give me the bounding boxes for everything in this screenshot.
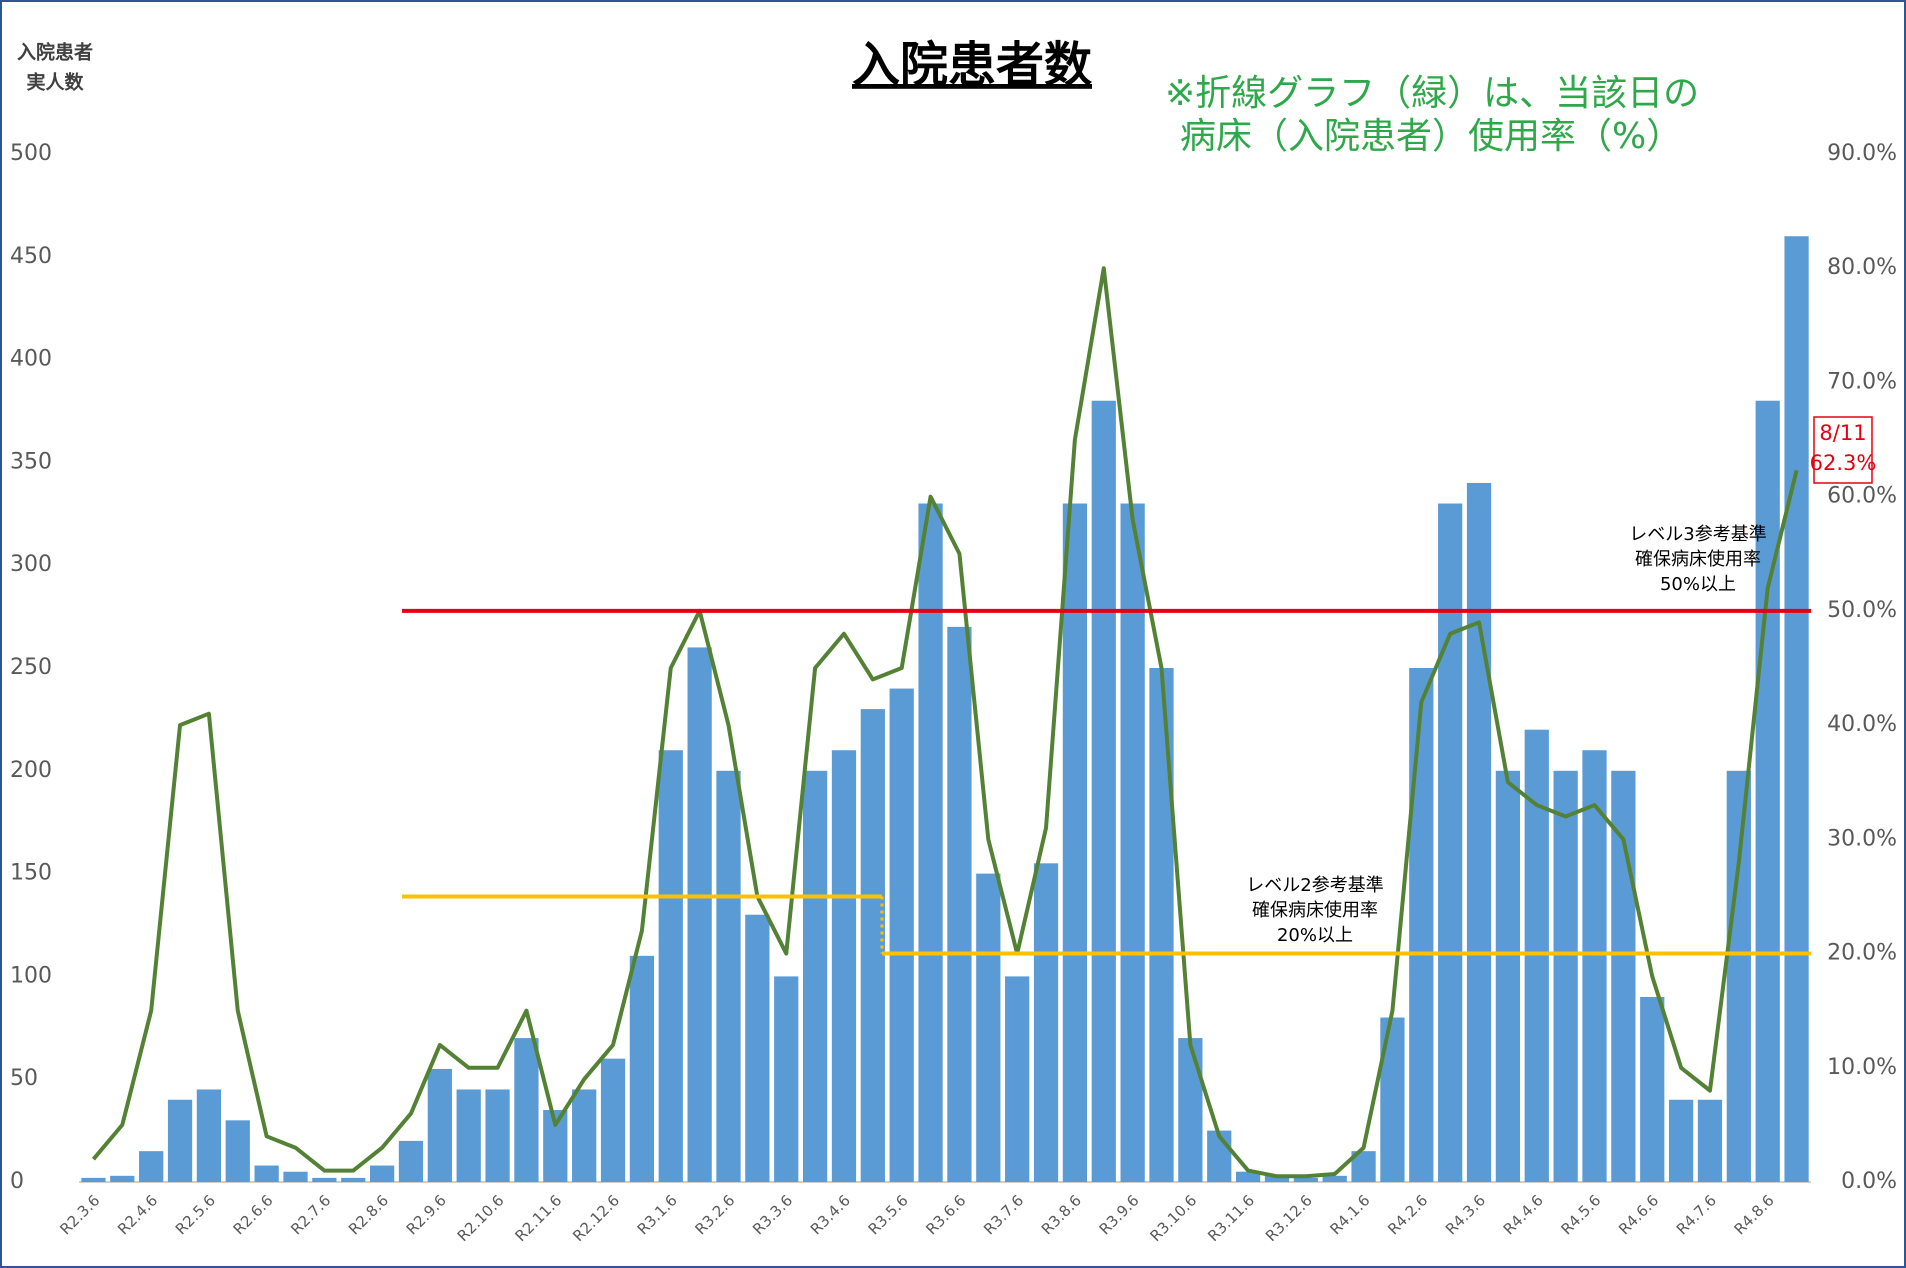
y2-tick-label: 20.0% xyxy=(1827,941,1897,966)
bar xyxy=(1293,1177,1318,1182)
note: 病床（入院患者）使用率（%） xyxy=(1180,116,1682,157)
bar xyxy=(427,1068,452,1182)
reference-label: レベル2参考基準 xyxy=(1246,875,1383,896)
bar xyxy=(167,1099,193,1182)
reference-label: 20%以上 xyxy=(1277,925,1353,946)
bar xyxy=(572,1089,597,1182)
bar xyxy=(1178,1038,1203,1182)
y2-tick-label: 60.0% xyxy=(1827,484,1897,509)
bar xyxy=(1033,863,1059,1182)
bar xyxy=(1640,996,1665,1182)
bar xyxy=(1438,503,1463,1182)
callout-box xyxy=(1813,416,1873,484)
bar xyxy=(1495,770,1521,1182)
bar xyxy=(1322,1175,1347,1182)
bar xyxy=(1466,482,1492,1183)
y-tick-label: 200 xyxy=(10,758,52,783)
bar xyxy=(139,1151,164,1182)
bar xyxy=(514,1038,539,1182)
bar xyxy=(1235,1171,1261,1182)
y-tick-label: 150 xyxy=(10,861,52,886)
y-tick-label: 0 xyxy=(10,1169,24,1194)
bar xyxy=(225,1120,250,1182)
y-tick-label: 300 xyxy=(10,552,52,577)
bar xyxy=(600,1058,626,1182)
bar xyxy=(1409,668,1434,1182)
bar xyxy=(774,976,799,1182)
bar xyxy=(658,750,683,1182)
bar xyxy=(1005,976,1030,1182)
bar xyxy=(976,873,1001,1182)
bar xyxy=(1726,770,1751,1182)
bar xyxy=(485,1089,510,1182)
y2-tick-label: 40.0% xyxy=(1827,712,1897,737)
bar xyxy=(1784,236,1809,1183)
y2-tick-label: 80.0% xyxy=(1827,255,1897,280)
bar xyxy=(1120,503,1145,1182)
bar xyxy=(456,1089,481,1182)
bar xyxy=(716,770,741,1182)
reference-label: 50%以上 xyxy=(1660,574,1736,595)
bar xyxy=(629,955,655,1182)
y2-tick-label: 30.0% xyxy=(1827,826,1897,851)
y-tick-label: 50 xyxy=(10,1066,38,1091)
reference-label: 確保病床使用率 xyxy=(1252,900,1378,921)
bar xyxy=(1062,503,1088,1182)
bar xyxy=(889,688,914,1182)
bar xyxy=(918,503,943,1182)
bar xyxy=(1091,400,1116,1183)
bar xyxy=(341,1177,366,1182)
bar xyxy=(1264,1175,1290,1182)
y2-tick-label: 70.0% xyxy=(1827,369,1897,394)
bar xyxy=(745,914,770,1182)
bar xyxy=(802,770,828,1182)
bar xyxy=(81,1177,106,1182)
bar xyxy=(1582,750,1607,1182)
bar xyxy=(110,1175,135,1182)
bar xyxy=(1553,770,1578,1182)
y-tick-label: 250 xyxy=(10,655,52,680)
bar xyxy=(283,1171,308,1182)
y2-tick-label: 50.0% xyxy=(1827,598,1897,623)
bar xyxy=(312,1177,337,1182)
y-tick-label: 400 xyxy=(10,347,52,372)
reference-label: 確保病床使用率 xyxy=(1635,549,1761,570)
note: ※折線グラフ（緑）は、当該日の xyxy=(1165,73,1699,114)
y-tick-label: 500 xyxy=(10,141,52,166)
y2-tick-label: 10.0% xyxy=(1827,1055,1897,1080)
bar xyxy=(1668,1099,1694,1182)
bar xyxy=(1149,668,1174,1182)
callout-text: 62.3% xyxy=(1810,451,1877,475)
reference-label: レベル3参考基準 xyxy=(1629,524,1766,545)
bar xyxy=(1611,770,1636,1182)
bar xyxy=(1755,400,1780,1183)
bar xyxy=(196,1089,222,1182)
y-axis-label: 入院患者 xyxy=(17,41,93,64)
bar xyxy=(254,1165,279,1182)
y2-tick-label: 90.0% xyxy=(1827,141,1897,166)
y-tick-label: 450 xyxy=(10,244,52,269)
line xyxy=(91,266,1799,1179)
bar xyxy=(687,647,712,1182)
bar xyxy=(369,1165,395,1182)
callout-text: 8/11 xyxy=(1819,421,1866,445)
bar xyxy=(398,1140,424,1182)
y-axis-label: 実人数 xyxy=(26,71,84,94)
bar xyxy=(831,750,857,1182)
y-tick-label: 100 xyxy=(10,963,52,988)
bar xyxy=(1697,1099,1723,1182)
chart-title: 入院患者数 xyxy=(852,37,1092,93)
bar xyxy=(947,626,972,1182)
y2-tick-label: 0.0% xyxy=(1841,1169,1897,1194)
y-tick-label: 350 xyxy=(10,449,52,474)
